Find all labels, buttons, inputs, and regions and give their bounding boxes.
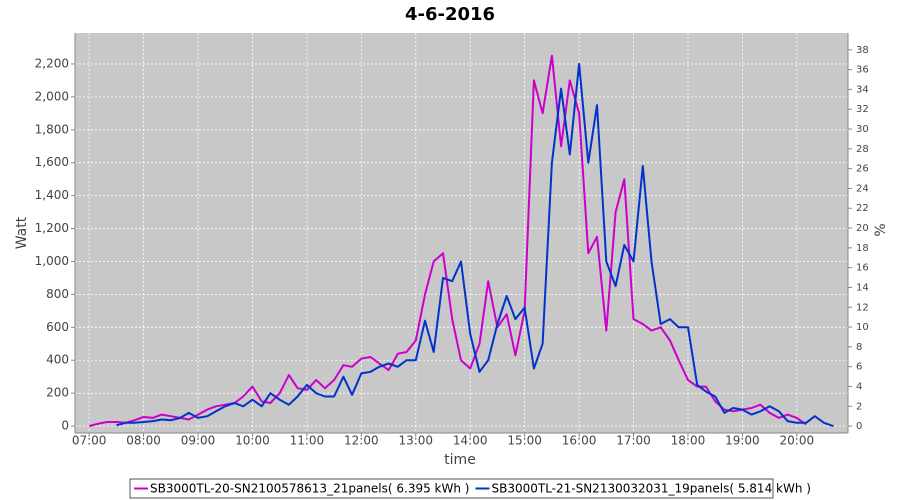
legend-label: SB3000TL-20-SN2100578613_21panels( 6.395… — [150, 482, 469, 496]
y2-tick-label: 24 — [856, 183, 869, 194]
y-tick-label: 800 — [46, 287, 69, 301]
y2-tick-label: 2 — [856, 401, 862, 412]
x-axis-title: time — [444, 452, 476, 468]
y2-tick-label: 38 — [856, 45, 869, 56]
chart-title: 4-6-2016 — [405, 4, 495, 25]
y2-tick-label: 0 — [856, 421, 862, 432]
y2-tick-label: 30 — [856, 124, 869, 135]
x-tick-label: 12:00 — [344, 434, 379, 448]
y2-tick-label: 4 — [856, 381, 862, 392]
y2-tick-label: 12 — [856, 302, 869, 313]
y-tick-label: 2,200 — [35, 56, 69, 70]
y2-tick-label: 36 — [856, 65, 869, 76]
y2-tick-label: 28 — [856, 144, 869, 155]
x-tick-label: 13:00 — [398, 434, 433, 448]
y2-tick-label: 8 — [856, 342, 862, 353]
y2-tick-label: 34 — [856, 84, 869, 95]
y-tick-label: 0 — [61, 419, 69, 433]
y2-tick-label: 18 — [856, 243, 869, 254]
y2-tick-label: 6 — [856, 362, 862, 373]
y-tick-label: 600 — [46, 320, 69, 334]
y-tick-label: 1,000 — [35, 254, 69, 268]
y2-tick-label: 16 — [856, 263, 869, 274]
series-line — [88, 54, 807, 428]
x-tick-label: 09:00 — [181, 434, 216, 448]
y-tick-label: 1,800 — [35, 122, 69, 136]
x-tick-label: 07:00 — [72, 434, 107, 448]
legend — [129, 478, 774, 499]
y2-tick-label: 32 — [856, 104, 869, 115]
series-line — [116, 62, 834, 428]
x-tick-label: 16:00 — [562, 434, 597, 448]
x-tick-label: 08:00 — [126, 434, 161, 448]
x-tick-label: 19:00 — [725, 434, 760, 448]
x-tick-label: 20:00 — [780, 434, 815, 448]
x-tick-label: 10:00 — [235, 434, 270, 448]
y-tick-label: 1,200 — [35, 221, 69, 235]
y2-tick-label: 10 — [856, 322, 869, 333]
x-tick-label: 18:00 — [671, 434, 706, 448]
y-axis-title: Watt — [14, 216, 30, 249]
legend-label: SB3000TL-21-SN2130032031_19panels( 5.814… — [491, 482, 810, 496]
y-tick-label: 1,400 — [35, 188, 69, 202]
y-tick-label: 1,600 — [35, 155, 69, 169]
y-tick-label: 400 — [46, 353, 69, 367]
y2-tick-label: 26 — [856, 164, 869, 175]
y2-axis-title: % — [873, 223, 889, 236]
y-tick-label: 200 — [46, 386, 69, 400]
y2-tick-label: 20 — [856, 223, 869, 234]
plot-area — [75, 33, 848, 433]
y-tick-label: 2,000 — [35, 89, 69, 103]
x-tick-label: 17:00 — [616, 434, 651, 448]
x-tick-label: 15:00 — [507, 434, 542, 448]
y2-tick-label: 22 — [856, 203, 869, 214]
x-tick-label: 11:00 — [290, 434, 325, 448]
y2-tick-label: 14 — [856, 282, 869, 293]
x-tick-label: 14:00 — [453, 434, 488, 448]
